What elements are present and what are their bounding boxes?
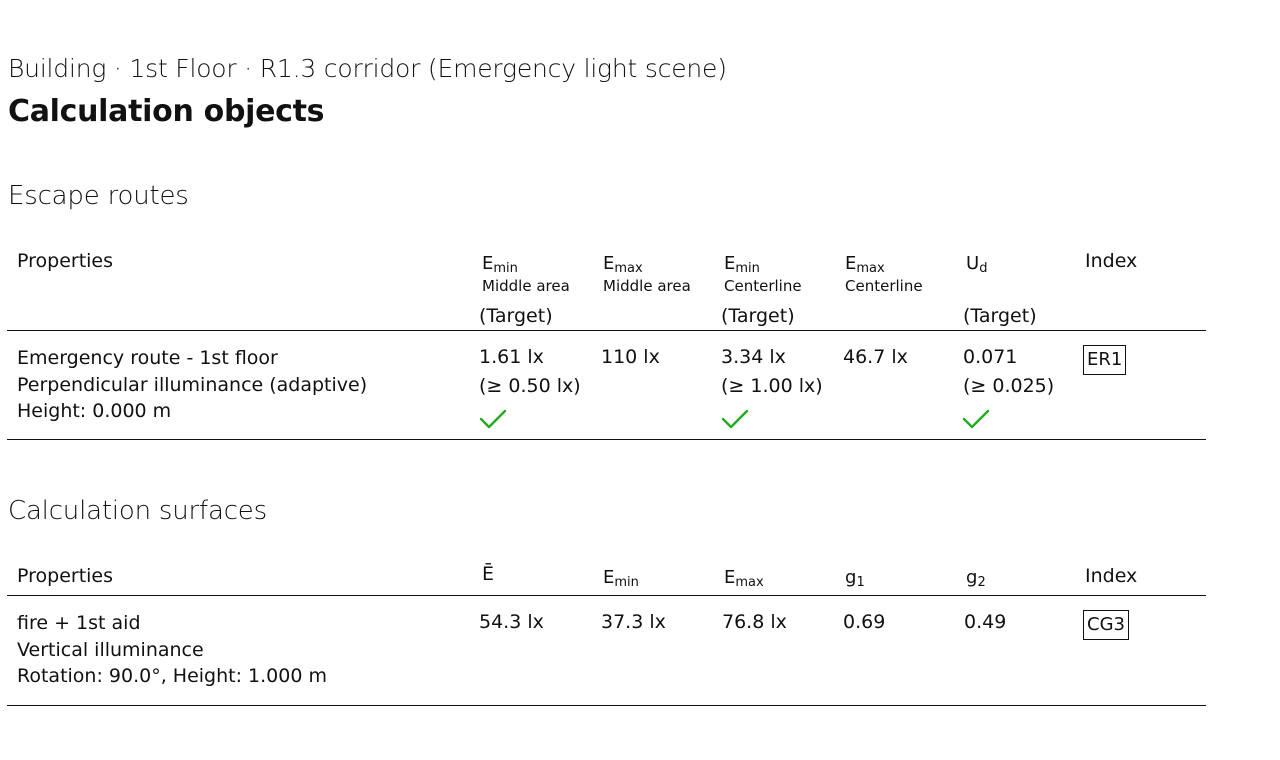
breadcrumb: Building · 1st Floor · R1.3 corridor (Em…: [8, 54, 727, 83]
calc-surface-placement: Rotation: 90.0°, Height: 1.000 m: [17, 665, 327, 687]
escape-route-emax-middle: 110 lx: [601, 346, 660, 368]
col-header-ud-target: (Target): [963, 305, 1037, 327]
col-header-emin-middle: Emin Middle area: [482, 253, 570, 295]
col-header-ud: Ud: [966, 253, 988, 276]
calc-surface-properties: fire + 1st aid Vertical illuminance Rota…: [17, 610, 327, 690]
check-icon: [962, 409, 990, 429]
index-badge-er1: ER1: [1083, 345, 1127, 375]
table-divider: [7, 439, 1206, 440]
escape-route-emin-centerline: 3.34 lx (≥ 1.00 lx): [721, 346, 823, 397]
col-header-e-average: Ē: [482, 563, 495, 585]
col-header-emax-middle: Emax Middle area: [603, 253, 691, 295]
col-header-emax: Emax: [724, 567, 764, 590]
escape-route-height: Height: 0.000 m: [17, 400, 172, 422]
calc-surface-g2: 0.49: [964, 611, 1007, 633]
calc-surface-name: fire + 1st aid: [17, 612, 141, 634]
col-header-emin-middle-target: (Target): [479, 305, 553, 327]
calc-surface-g1: 0.69: [843, 611, 886, 633]
check-icon: [479, 409, 507, 429]
col-header-g2: g2: [966, 567, 986, 590]
col-header-emin-centerline: Emin Centerline: [724, 253, 802, 295]
calc-surface-type: Vertical illuminance: [17, 638, 204, 661]
escape-route-properties: Emergency route - 1st floor Perpendicula…: [17, 345, 367, 425]
escape-route-emin-middle: 1.61 lx (≥ 0.50 lx): [479, 346, 581, 397]
table-divider: [7, 595, 1206, 596]
col-header-g1: g1: [845, 567, 865, 590]
col-header-emin-centerline-target: (Target): [721, 305, 795, 327]
escape-route-type: Perpendicular illuminance (adaptive): [17, 373, 368, 396]
section-title-calculation-surfaces: Calculation surfaces: [8, 496, 267, 526]
table-divider: [7, 705, 1206, 706]
section-title-escape-routes: Escape routes: [8, 181, 189, 211]
col-header-index: Index: [1085, 565, 1138, 587]
col-header-properties: Properties: [17, 250, 114, 272]
page-title: Calculation objects: [8, 94, 325, 129]
calc-surface-emin: 37.3 lx: [601, 611, 666, 633]
index-badge-cg3: CG3: [1083, 610, 1129, 640]
col-header-index: Index: [1085, 250, 1138, 272]
col-header-properties: Properties: [17, 565, 114, 587]
col-header-emax-centerline: Emax Centerline: [845, 253, 923, 295]
calc-surface-emax: 76.8 lx: [722, 611, 787, 633]
col-header-emin: Emin: [603, 567, 639, 590]
table-divider: [7, 330, 1206, 331]
escape-route-name: Emergency route - 1st floor: [17, 347, 278, 369]
check-icon: [721, 409, 749, 429]
escape-route-emax-centerline: 46.7 lx: [843, 346, 908, 368]
calc-surface-e-average: 54.3 lx: [479, 611, 544, 633]
escape-route-ud: 0.071 (≥ 0.025): [963, 346, 1055, 397]
